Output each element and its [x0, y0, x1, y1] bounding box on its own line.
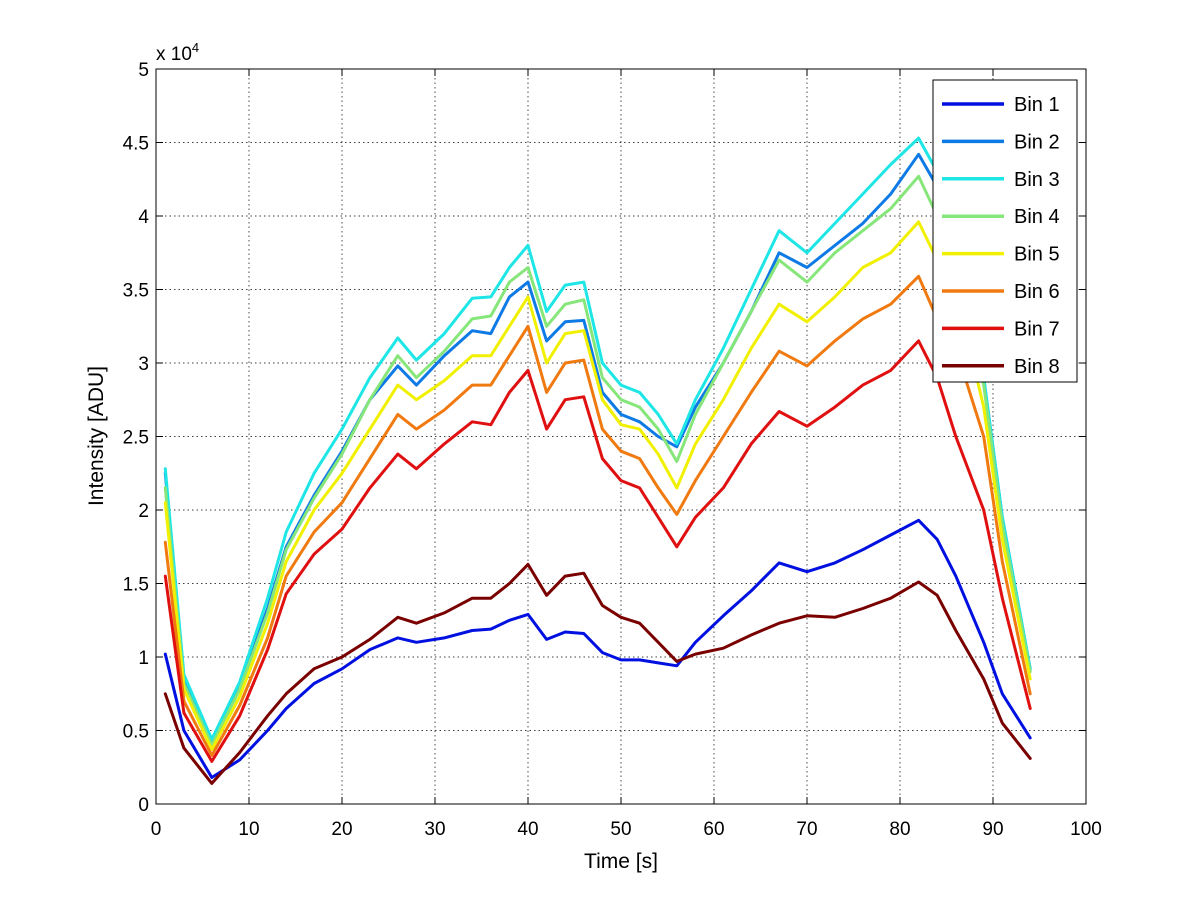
y-tick-label: 3 — [138, 354, 149, 375]
series-line-bin-8 — [163, 562, 1032, 785]
x-axis-label: Time [s] — [584, 850, 658, 873]
x-tick-label: 100 — [1070, 819, 1102, 840]
axis-ticks: 0 10 20 30 40 50 60 70 80 90 100 0 0.5 1 1.5 2 2.5 3 3.5 4 4… — [123, 60, 1102, 840]
series-line-bin-1 — [163, 518, 1032, 779]
x-tick-label: 40 — [517, 819, 538, 840]
series-lines — [163, 136, 1032, 785]
series-line-bin-2 — [163, 152, 1032, 744]
x-tick-label: 80 — [889, 819, 910, 840]
x-tick-label: 50 — [610, 819, 631, 840]
x-tick-label: 0 — [151, 819, 162, 840]
y-tick-label: 2 — [138, 501, 149, 522]
series-line-bin-4 — [163, 174, 1032, 747]
y-tick-label: 1 — [138, 648, 149, 669]
x-tick-label: 10 — [238, 819, 259, 840]
x-tick-label: 30 — [424, 819, 445, 840]
series-line-bin-6 — [163, 274, 1032, 757]
y-tick-label: 2.5 — [123, 428, 149, 449]
legend-label-bin-5: Bin 5 — [1014, 244, 1060, 266]
y-tick-label: 1.5 — [123, 575, 149, 596]
legend-label-bin-7: Bin 7 — [1014, 318, 1060, 340]
x-tick-label: 20 — [331, 819, 352, 840]
y-tick-label: 5 — [138, 60, 149, 81]
series-line-bin-7 — [163, 339, 1032, 763]
legend-label-bin-2: Bin 2 — [1014, 131, 1060, 153]
y-axis-label: Intensity [ADU] — [85, 366, 108, 506]
y-tick-label: 3.5 — [123, 281, 149, 302]
legend-label-bin-4: Bin 4 — [1014, 206, 1060, 228]
legend-label-bin-1: Bin 1 — [1014, 94, 1060, 116]
y-scale-label: x 104 — [156, 40, 199, 65]
y-tick-label: 4.5 — [123, 134, 149, 155]
series-line-bin-3 — [163, 136, 1032, 741]
legend: Bin 1 Bin 2 Bin 3 Bin 4 Bin 5 Bin 6 Bin 7 Bin 8 — [932, 79, 1078, 383]
legend-label-bin-6: Bin 6 — [1014, 281, 1060, 303]
legend-label-bin-8: Bin 8 — [1014, 356, 1060, 378]
y-tick-label: 0.5 — [123, 722, 149, 743]
y-tick-label: 4 — [138, 207, 149, 228]
y-tick-label: 0 — [138, 795, 149, 816]
x-tick-label: 90 — [982, 819, 1003, 840]
y-scale-exponent: 4 — [192, 40, 199, 55]
legend-box — [932, 79, 1078, 383]
x-tick-label: 70 — [796, 819, 817, 840]
x-tick-label: 60 — [703, 819, 724, 840]
legend-label-bin-3: Bin 3 — [1014, 169, 1060, 191]
series-line-bin-5 — [163, 220, 1032, 752]
